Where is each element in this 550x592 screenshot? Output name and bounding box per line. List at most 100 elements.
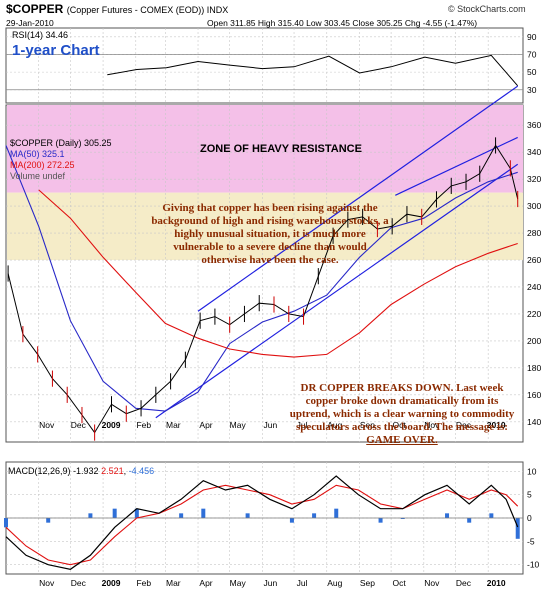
price-series-line [7, 144, 519, 434]
macd-yaxis-tick-2: 0 [527, 513, 532, 523]
rsi-yaxis-tick-1: 50 [527, 67, 537, 77]
ma50-line [5, 145, 518, 412]
macd-histogram-bar-9 [312, 513, 317, 518]
macd-histogram-bar-2 [88, 513, 93, 518]
resistance-zone-band [7, 105, 523, 193]
macd-histogram-bar-3 [112, 508, 117, 518]
price-xaxis-tick-13: Dec [456, 420, 472, 430]
price-xaxis-tick-1: Dec [71, 420, 87, 430]
macd-xaxis-tick-3: Feb [136, 578, 151, 588]
ma50-legend: MA(50) 325.1 [10, 149, 65, 159]
commentary-warehouse: Giving that copper has been rising again… [151, 202, 389, 266]
price-yaxis-tick-9: 320 [527, 174, 541, 184]
rsi-yaxis-tick-3: 90 [527, 32, 537, 42]
date-label: 29-Jan-2010 [6, 18, 54, 28]
trend-channel-line-1 [197, 85, 519, 312]
price-xaxis-tick-14: 2010 [487, 420, 506, 430]
price-xaxis-tick-0: Nov [39, 420, 55, 430]
macd-xaxis-tick-5: Apr [199, 578, 212, 588]
macd-xaxis-tick-11: Oct [392, 578, 406, 588]
macd-xaxis-tick-14: 2010 [487, 578, 506, 588]
commentary-breakdown-lead: DR COPPER BREAKS DOWN. Last week copper … [289, 382, 515, 433]
macd-histogram-bar-4 [134, 508, 139, 518]
price-yaxis-tick-8: 300 [527, 201, 541, 211]
macd-yaxis-tick-1: -5 [527, 536, 535, 546]
macd-histogram-bar-0 [4, 518, 8, 528]
ma200-legend: MA(200) 272.25 [10, 160, 75, 170]
macd-histogram-bar-1 [46, 518, 51, 523]
price-xaxis-tick-9: Aug [327, 420, 342, 430]
price-xaxis-tick-10: Sep [360, 420, 375, 430]
price-xaxis-tick-7: Jun [264, 420, 278, 430]
macd-yaxis-tick-4: 10 [527, 466, 537, 476]
macd-xaxis-tick-10: Sep [360, 578, 375, 588]
source-label: © StockCharts.com [448, 4, 526, 14]
macd-histogram-bar-16 [515, 518, 520, 539]
macd-yaxis-tick-3: 5 [527, 490, 532, 500]
trend-channel-line-0 [155, 163, 519, 419]
symbol-description: (Copper Futures - COMEX (EOD)) INDX [66, 5, 229, 15]
price-yaxis-tick-4: 220 [527, 309, 541, 319]
macd-xaxis-tick-8: Jul [297, 578, 308, 588]
macd-line [5, 475, 519, 570]
price-yaxis-tick-2: 180 [527, 363, 541, 373]
macd-signal-line [5, 484, 519, 566]
chart-label: 1-year Chart [12, 42, 100, 59]
price-xaxis-tick-12: Nov [424, 420, 440, 430]
price-yaxis-tick-5: 240 [527, 282, 541, 292]
macd-histogram-bar-7 [245, 513, 250, 518]
price-yaxis-tick-1: 160 [527, 390, 541, 400]
price-xaxis-tick-5: Apr [199, 420, 212, 430]
macd-histogram-bar-12 [400, 518, 405, 519]
macd-histogram-bar-13 [445, 513, 450, 518]
quote-label: Open 311.85 High 315.40 Low 303.45 Close… [207, 18, 478, 28]
macd-legend-histogram: -4.456 [128, 466, 155, 476]
price-xaxis-tick-6: May [230, 420, 247, 430]
macd-xaxis-tick-13: Dec [456, 578, 472, 588]
price-yaxis-tick-10: 340 [527, 147, 541, 157]
macd-histogram-bar-14 [467, 518, 472, 523]
price-yaxis-tick-6: 260 [527, 255, 541, 265]
price-xaxis-tick-8: Jul [297, 420, 308, 430]
macd-legend-line: MACD(12,26,9) -1.932 [8, 466, 99, 476]
macd-yaxis-tick-0: -10 [527, 560, 540, 570]
price-yaxis-tick-0: 140 [527, 417, 541, 427]
rsi-yaxis-tick-0: 30 [527, 85, 537, 95]
macd-xaxis-tick-0: Nov [39, 578, 55, 588]
macd-xaxis-tick-9: Aug [327, 578, 342, 588]
macd-xaxis-tick-1: Dec [71, 578, 87, 588]
rsi-panel-frame [5, 27, 524, 104]
resistance-zone-label: ZONE OF HEAVY RESISTANCE [200, 143, 362, 155]
price-yaxis-tick-3: 200 [527, 336, 541, 346]
price-yaxis-tick-7: 280 [527, 228, 541, 238]
rsi-series-line [107, 54, 519, 87]
rsi-legend: RSI(14) 34.46 [12, 30, 69, 40]
price-yaxis-tick-11: 360 [527, 120, 541, 130]
price-xaxis-tick-3: Feb [136, 420, 151, 430]
macd-histogram-bar-15 [489, 513, 494, 518]
macd-histogram-bar-5 [179, 513, 184, 518]
price-xaxis-tick-4: Mar [166, 420, 181, 430]
macd-xaxis-tick-12: Nov [424, 578, 440, 588]
game-over-label: GAME OVER. [366, 434, 438, 446]
macd-xaxis-tick-4: Mar [166, 578, 181, 588]
chart-header-title: $COPPER (Copper Futures - COMEX (EOD)) I… [6, 2, 228, 16]
price-xaxis-tick-11: Oct [392, 420, 406, 430]
shaded-zone-band [7, 192, 523, 261]
macd-histogram-bar-11 [378, 518, 383, 523]
macd-xaxis-tick-6: May [230, 578, 247, 588]
macd-histogram-bar-10 [334, 508, 339, 518]
macd-legend: MACD(12,26,9) -1.932 2.521, -4.456 [8, 466, 155, 476]
trend-channel-line-2 [395, 136, 518, 196]
macd-xaxis-tick-2: 2009 [102, 578, 121, 588]
macd-histogram-bar-8 [289, 518, 294, 523]
ma200-line [38, 189, 518, 358]
macd-legend-signal: 2.521 [101, 466, 124, 476]
rsi-yaxis-tick-2: 70 [527, 49, 537, 59]
price-xaxis-tick-2: 2009 [102, 420, 121, 430]
commentary-breakdown: DR COPPER BREAKS DOWN. Last week copper … [288, 382, 516, 447]
price-legend: $COPPER (Daily) 305.25 [10, 138, 112, 148]
macd-histogram-bar-6 [201, 508, 206, 518]
